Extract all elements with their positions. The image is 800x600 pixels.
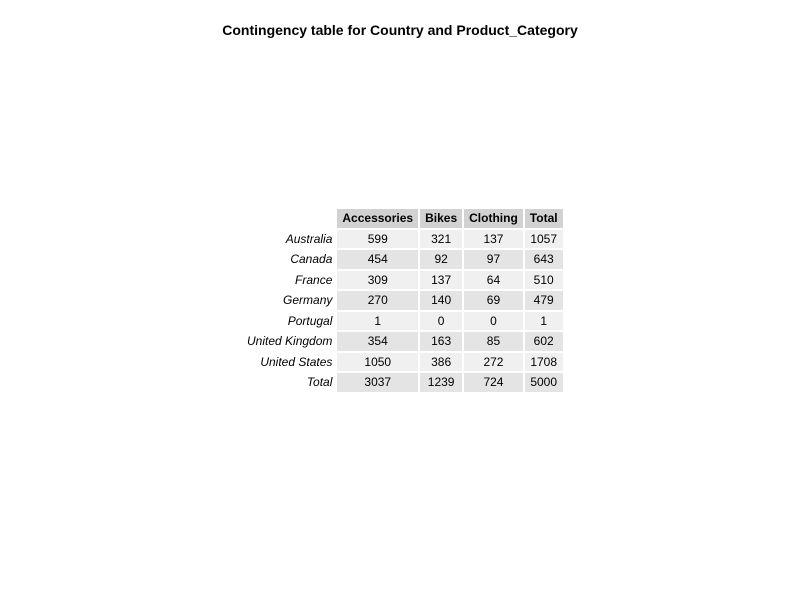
table-cell-portugal-clothing: 0: [464, 311, 523, 330]
table-row-germany: Germany 270 140 69 479: [242, 291, 563, 310]
row-header-portugal: Portugal: [287, 313, 333, 328]
table-corner-cell: [242, 209, 335, 228]
table-row-france: France 309 137 64 510: [242, 270, 563, 289]
table-cell-canada-total: 643: [524, 250, 563, 269]
table-cell-france-total: 510: [524, 270, 563, 289]
row-header-france: France: [295, 272, 333, 287]
table-cell-united-states-bikes: 386: [420, 352, 463, 371]
table-cell-total-bikes: 1239: [420, 373, 463, 392]
column-header-clothing: Clothing: [464, 209, 523, 228]
contingency-table: Accessories Bikes Clothing Total Austral…: [240, 207, 565, 394]
table-cell-united-states-clothing: 272: [464, 352, 523, 371]
table-cell-germany-bikes: 140: [420, 291, 463, 310]
table-cell-united-states-total: 1708: [524, 352, 563, 371]
row-header-canada: Canada: [290, 252, 333, 267]
table-cell-australia-total: 1057: [524, 229, 563, 248]
column-header-accessories: Accessories: [337, 209, 419, 228]
row-header-australia: Australia: [285, 231, 333, 246]
table-cell-canada-bikes: 92: [420, 250, 463, 269]
table-cell-united-states-accessories: 1050: [337, 352, 419, 371]
row-header-united-states: United States: [260, 354, 333, 369]
table-cell-germany-accessories: 270: [337, 291, 419, 310]
table-body: Australia 599 321 137 1057 Canada 454 92 97 643 Fr…: [242, 229, 563, 392]
chart-title: Contingency table for Country and Produc…: [222, 22, 578, 38]
table-cell-australia-bikes: 321: [420, 229, 463, 248]
column-header-bikes: Bikes: [420, 209, 463, 228]
table-row-united-kingdom: United Kingdom 354 163 85 602: [242, 332, 563, 351]
table-cell-france-clothing: 64: [464, 270, 523, 289]
row-header-germany: Germany: [283, 293, 333, 308]
table-cell-total-total: 5000: [524, 373, 563, 392]
table-cell-united-kingdom-clothing: 85: [464, 332, 523, 351]
row-header-total: Total: [306, 375, 333, 390]
table-cell-canada-clothing: 97: [464, 250, 523, 269]
table-cell-portugal-total: 1: [524, 311, 563, 330]
table-cell-france-bikes: 137: [420, 270, 463, 289]
table-row-australia: Australia 599 321 137 1057: [242, 229, 563, 248]
table-cell-total-accessories: 3037: [337, 373, 419, 392]
table-cell-germany-clothing: 69: [464, 291, 523, 310]
table-cell-united-kingdom-accessories: 354: [337, 332, 419, 351]
table-cell-total-clothing: 724: [464, 373, 523, 392]
column-header-total: Total: [524, 209, 563, 228]
table-row-total: Total 3037 1239 724 5000: [242, 373, 563, 392]
row-header-united-kingdom: United Kingdom: [247, 334, 333, 349]
table-cell-canada-accessories: 454: [337, 250, 419, 269]
table-cell-united-kingdom-bikes: 163: [420, 332, 463, 351]
table-header-row: Accessories Bikes Clothing Total: [242, 209, 563, 228]
table-cell-united-kingdom-total: 602: [524, 332, 563, 351]
table-cell-france-accessories: 309: [337, 270, 419, 289]
table-cell-portugal-accessories: 1: [337, 311, 419, 330]
table-row-portugal: Portugal 1 0 0 1: [242, 311, 563, 330]
table-cell-australia-accessories: 599: [337, 229, 419, 248]
table-row-canada: Canada 454 92 97 643: [242, 250, 563, 269]
table-row-united-states: United States 1050 386 272 1708: [242, 352, 563, 371]
table-cell-australia-clothing: 137: [464, 229, 523, 248]
table-cell-portugal-bikes: 0: [420, 311, 463, 330]
table-cell-germany-total: 479: [524, 291, 563, 310]
